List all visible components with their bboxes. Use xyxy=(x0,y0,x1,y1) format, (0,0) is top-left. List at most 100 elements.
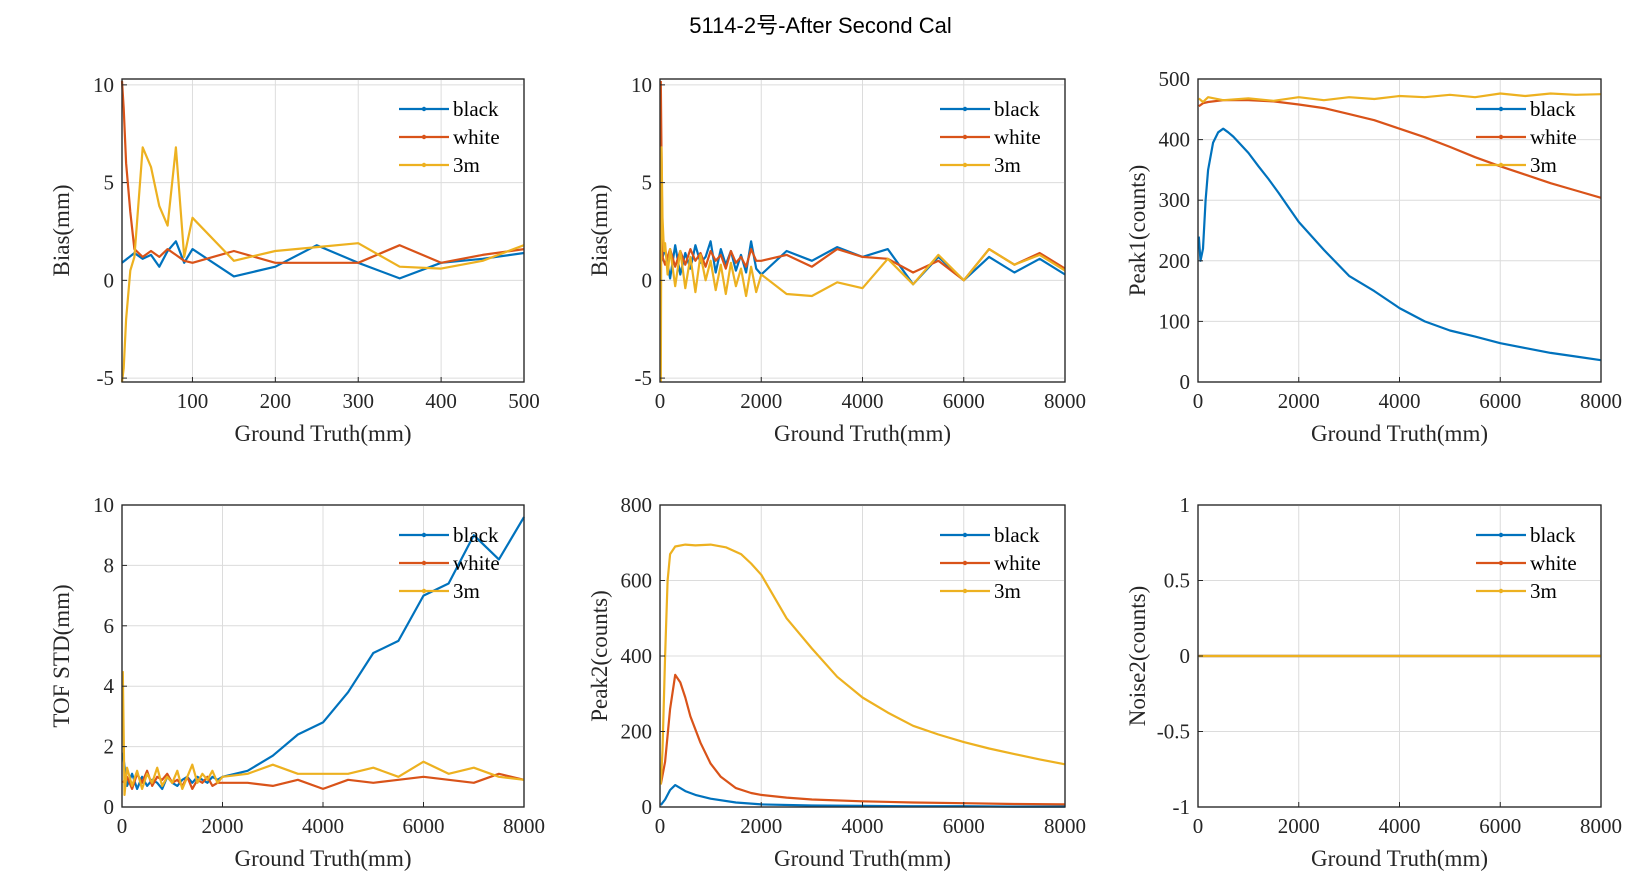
y-tick-label: 0.5 xyxy=(1164,569,1190,593)
legend-label-black: black xyxy=(1530,523,1576,547)
y-tick-label: 0 xyxy=(642,268,653,292)
legend-label-black: black xyxy=(453,523,499,547)
y-tick-label: 400 xyxy=(621,644,653,668)
x-tick-label: 4000 xyxy=(842,814,884,838)
y-axis-label: Bias(mm) xyxy=(587,185,612,277)
legend-marker-white xyxy=(1498,134,1504,140)
legend-label-black: black xyxy=(994,97,1040,121)
series-line-3m xyxy=(120,146,525,383)
x-tick-label: 2000 xyxy=(1278,389,1320,413)
legend-marker-black xyxy=(421,532,427,538)
legend-label-3m: 3m xyxy=(453,153,480,177)
x-tick-label: 4000 xyxy=(842,389,884,413)
legend-label-black: black xyxy=(994,523,1040,547)
legend-marker-white xyxy=(962,134,968,140)
y-axis-label: Peak2(counts) xyxy=(587,590,612,722)
y-tick-label: -0.5 xyxy=(1157,720,1190,744)
series-line-3m xyxy=(1198,92,1602,104)
subplot-3: 0 2000 4000 6000 8000 0 100 200 300 400 500 Ground … xyxy=(1125,67,1622,446)
x-tick-label: 8000 xyxy=(503,814,545,838)
x-tick-label: 200 xyxy=(260,389,292,413)
x-tick-label: 0 xyxy=(117,814,128,838)
subplot-6: 0 2000 4000 6000 8000 -1 -0.5 0 0.5 1 Ground Truth… xyxy=(1125,493,1622,871)
x-axis-label: Ground Truth(mm) xyxy=(774,846,951,871)
y-tick-label: 800 xyxy=(621,493,653,517)
x-tick-label: 300 xyxy=(342,389,374,413)
y-tick-label: 200 xyxy=(621,720,653,744)
series-line-black xyxy=(659,783,1065,808)
figure-title: 5114-2号-After Second Cal xyxy=(689,13,952,38)
y-tick-label: 0 xyxy=(1180,370,1191,394)
y-tick-label: 0 xyxy=(642,795,653,819)
y-tick-label: 600 xyxy=(621,569,653,593)
y-tick-label: -5 xyxy=(97,366,115,390)
subplot-1: 100 200 300 400 500 -5 0 5 10 Ground Truth(mm) Bia… xyxy=(49,73,540,446)
x-tick-label: 4000 xyxy=(302,814,344,838)
legend-marker-black xyxy=(1498,106,1504,112)
x-tick-label: 8000 xyxy=(1580,389,1622,413)
y-tick-label: 10 xyxy=(93,73,114,97)
x-tick-label: 6000 xyxy=(1479,814,1521,838)
legend-label-black: black xyxy=(1530,97,1576,121)
x-tick-label: 0 xyxy=(1193,814,1204,838)
y-tick-label: 200 xyxy=(1159,249,1191,273)
y-tick-label: 10 xyxy=(631,73,652,97)
x-tick-label: 4000 xyxy=(1379,389,1421,413)
y-tick-label: 500 xyxy=(1159,67,1191,91)
y-tick-label: 400 xyxy=(1159,128,1191,152)
legend-marker-black xyxy=(1498,532,1504,538)
y-tick-label: 4 xyxy=(104,674,115,698)
legend-label-white: white xyxy=(1530,551,1577,575)
legend: black white 3m xyxy=(940,97,1041,177)
y-axis-label: Bias(mm) xyxy=(49,185,74,277)
legend-marker-black xyxy=(962,532,968,538)
legend-marker-3m xyxy=(962,588,968,594)
x-tick-label: 4000 xyxy=(1379,814,1421,838)
legend-marker-white xyxy=(421,560,427,566)
legend: black white 3m xyxy=(399,97,500,177)
x-tick-label: 0 xyxy=(655,389,666,413)
x-tick-label: 2000 xyxy=(202,814,244,838)
x-tick-label: 6000 xyxy=(943,814,985,838)
legend-label-white: white xyxy=(994,551,1041,575)
x-tick-label: 6000 xyxy=(943,389,985,413)
legend-label-white: white xyxy=(453,125,500,149)
legend-label-3m: 3m xyxy=(994,153,1021,177)
x-axis-label: Ground Truth(mm) xyxy=(774,421,951,446)
legend-marker-white xyxy=(421,134,427,140)
y-tick-label: 300 xyxy=(1159,188,1191,212)
x-axis-label: Ground Truth(mm) xyxy=(1311,846,1488,871)
y-tick-label: 100 xyxy=(1159,309,1191,333)
legend-label-black: black xyxy=(453,97,499,121)
legend-marker-3m xyxy=(421,588,427,594)
legend-marker-black xyxy=(962,106,968,112)
x-axis-label: Ground Truth(mm) xyxy=(235,421,412,446)
x-tick-label: 0 xyxy=(1193,389,1204,413)
x-tick-label: 8000 xyxy=(1044,814,1086,838)
y-axis-label: TOF STD(mm) xyxy=(49,584,74,727)
series-line-3m xyxy=(659,543,1066,785)
legend-marker-3m xyxy=(1498,162,1504,168)
y-tick-label: 0 xyxy=(104,268,115,292)
legend-label-white: white xyxy=(453,551,500,575)
series-line-white xyxy=(120,80,525,264)
x-tick-label: 2000 xyxy=(1278,814,1320,838)
legend-marker-3m xyxy=(1498,588,1504,594)
y-tick-label: -1 xyxy=(1173,795,1191,819)
x-tick-label: 2000 xyxy=(740,389,782,413)
y-tick-label: 1 xyxy=(1180,493,1191,517)
y-axis-label: Peak1(counts) xyxy=(1125,165,1150,297)
x-tick-label: 8000 xyxy=(1044,389,1086,413)
x-tick-label: 8000 xyxy=(1580,814,1622,838)
legend-label-white: white xyxy=(994,125,1041,149)
series-line-black xyxy=(121,240,525,280)
y-tick-label: 8 xyxy=(104,553,115,577)
x-tick-label: 500 xyxy=(508,389,540,413)
x-tick-label: 2000 xyxy=(740,814,782,838)
legend-marker-white xyxy=(1498,560,1504,566)
y-tick-label: 0 xyxy=(1180,644,1191,668)
x-tick-label: 6000 xyxy=(1479,389,1521,413)
legend-label-3m: 3m xyxy=(1530,579,1557,603)
